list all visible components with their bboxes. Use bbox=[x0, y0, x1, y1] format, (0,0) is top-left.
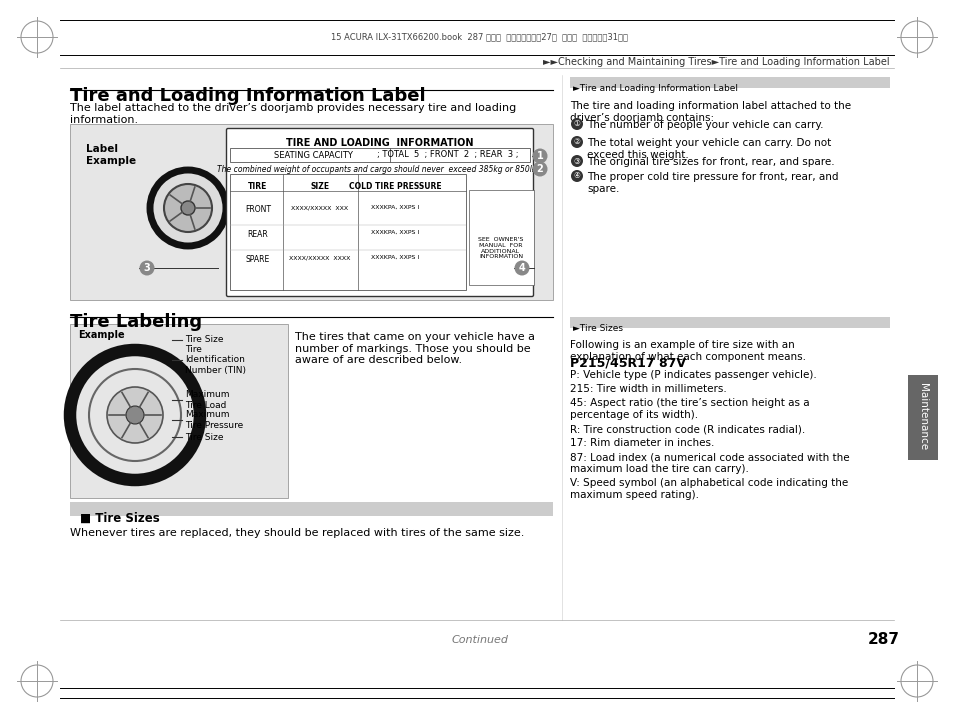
Text: Tire Size: Tire Size bbox=[185, 335, 223, 345]
FancyBboxPatch shape bbox=[226, 129, 533, 297]
Circle shape bbox=[514, 261, 529, 276]
Circle shape bbox=[532, 149, 547, 164]
Text: Tire and Loading Information Label: Tire and Loading Information Label bbox=[70, 87, 425, 105]
Text: 1: 1 bbox=[536, 151, 543, 161]
Text: Maximum
Tire Load: Maximum Tire Load bbox=[185, 391, 230, 410]
Text: XXXKPA, XXPS I: XXXKPA, XXPS I bbox=[371, 230, 418, 235]
Text: TIRE: TIRE bbox=[248, 182, 268, 191]
Text: 215: Tire width in millimeters.: 215: Tire width in millimeters. bbox=[569, 384, 726, 394]
Circle shape bbox=[164, 184, 212, 232]
Circle shape bbox=[89, 369, 181, 461]
Text: The total weight your vehicle can carry. Do not
exceed this weight.: The total weight your vehicle can carry.… bbox=[586, 138, 830, 159]
Text: Tire
Identification
Number (TIN): Tire Identification Number (TIN) bbox=[185, 345, 246, 375]
Text: XXXX/XXXXX  XXX: XXXX/XXXXX XXX bbox=[291, 205, 348, 210]
Text: Continued: Continued bbox=[451, 635, 508, 645]
Text: REAR: REAR bbox=[248, 230, 268, 239]
Circle shape bbox=[181, 201, 194, 215]
Text: P: Vehicle type (P indicates passenger vehicle).: P: Vehicle type (P indicates passenger v… bbox=[569, 370, 816, 380]
Text: The label attached to the driver’s doorjamb provides necessary tire and loading
: The label attached to the driver’s doorj… bbox=[70, 103, 516, 125]
Circle shape bbox=[150, 170, 226, 246]
Text: XXXX/XXXXX  XXXX: XXXX/XXXXX XXXX bbox=[289, 255, 351, 260]
FancyBboxPatch shape bbox=[70, 502, 553, 516]
FancyBboxPatch shape bbox=[469, 190, 534, 285]
FancyBboxPatch shape bbox=[569, 77, 889, 88]
Text: ①: ① bbox=[573, 119, 579, 129]
Text: The proper cold tire pressure for front, rear, and
spare.: The proper cold tire pressure for front,… bbox=[586, 172, 838, 194]
Circle shape bbox=[139, 261, 154, 276]
Text: SEATING CAPACITY: SEATING CAPACITY bbox=[274, 151, 352, 159]
FancyBboxPatch shape bbox=[230, 148, 530, 162]
Text: V: Speed symbol (an alphabetical code indicating the
maximum speed rating).: V: Speed symbol (an alphabetical code in… bbox=[569, 478, 847, 500]
Text: 15 ACURA ILX-31TX66200.book  287 ページ  ２０１４年３月27日  木曜日  午前１０時31４分: 15 ACURA ILX-31TX66200.book 287 ページ ２０１４… bbox=[331, 32, 628, 42]
Text: Label
Example: Label Example bbox=[86, 144, 136, 166]
Text: ④: ④ bbox=[573, 172, 579, 180]
Text: ②: ② bbox=[573, 138, 579, 146]
Text: FRONT: FRONT bbox=[245, 205, 271, 214]
Text: Maintenance: Maintenance bbox=[917, 383, 927, 451]
Text: Maximum
Tire Pressure: Maximum Tire Pressure bbox=[185, 410, 243, 429]
Text: SIZE: SIZE bbox=[310, 182, 329, 191]
Text: Whenever tires are replaced, they should be replaced with tires of the same size: Whenever tires are replaced, they should… bbox=[70, 528, 524, 538]
Text: The original tire sizes for front, rear, and spare.: The original tire sizes for front, rear,… bbox=[586, 157, 834, 167]
Text: XXXKPA, XXPS I: XXXKPA, XXPS I bbox=[371, 205, 418, 210]
Text: 4: 4 bbox=[518, 263, 525, 273]
Text: The number of people your vehicle can carry.: The number of people your vehicle can ca… bbox=[586, 120, 822, 130]
Text: COLD TIRE PRESSURE: COLD TIRE PRESSURE bbox=[349, 182, 441, 191]
Text: 45: Aspect ratio (the tire’s section height as a
percentage of its width).: 45: Aspect ratio (the tire’s section hei… bbox=[569, 398, 809, 419]
Text: 3: 3 bbox=[144, 263, 151, 273]
Text: 87: Load index (a numerical code associated with the
maximum load the tire can c: 87: Load index (a numerical code associa… bbox=[569, 452, 849, 474]
Text: Tire Labeling: Tire Labeling bbox=[70, 313, 202, 331]
Text: The tires that came on your vehicle have a
number of markings. Those you should : The tires that came on your vehicle have… bbox=[294, 332, 535, 365]
Circle shape bbox=[571, 136, 582, 148]
Text: TIRE AND LOADING  INFORMATION: TIRE AND LOADING INFORMATION bbox=[286, 138, 474, 148]
Text: ■ Tire Sizes: ■ Tire Sizes bbox=[80, 512, 159, 525]
Text: R: Tire construction code (R indicates radial).: R: Tire construction code (R indicates r… bbox=[569, 424, 804, 434]
Text: ►Tire and Loading Information Label: ►Tire and Loading Information Label bbox=[573, 84, 738, 93]
FancyBboxPatch shape bbox=[907, 375, 937, 460]
Text: SEE  OWNER'S
MANUAL  FOR
ADDITIONAL
INFORMATION: SEE OWNER'S MANUAL FOR ADDITIONAL INFORM… bbox=[477, 237, 523, 259]
FancyBboxPatch shape bbox=[569, 317, 889, 328]
Circle shape bbox=[571, 118, 582, 130]
Text: XXXKPA, XXPS I: XXXKPA, XXPS I bbox=[371, 255, 418, 260]
Text: P215/45R17 87V: P215/45R17 87V bbox=[569, 357, 685, 370]
FancyBboxPatch shape bbox=[70, 324, 288, 498]
FancyBboxPatch shape bbox=[70, 124, 553, 300]
Text: The combined weight of occupants and cargo should never  exceed 385kg or 850lbs.: The combined weight of occupants and car… bbox=[216, 165, 542, 174]
Circle shape bbox=[126, 406, 144, 424]
Text: ►►Checking and Maintaining Tires►Tire and Loading Information Label: ►►Checking and Maintaining Tires►Tire an… bbox=[543, 57, 889, 67]
Text: Tire Size: Tire Size bbox=[185, 432, 223, 442]
Circle shape bbox=[571, 170, 582, 182]
Circle shape bbox=[571, 155, 582, 167]
Text: 2: 2 bbox=[536, 164, 543, 174]
Text: Following is an example of tire size with an
explanation of what each component : Following is an example of tire size wit… bbox=[569, 340, 805, 362]
Circle shape bbox=[532, 162, 547, 177]
Text: The tire and loading information label attached to the
driver’s doorjamb contain: The tire and loading information label a… bbox=[569, 101, 850, 123]
Text: ►Tire Sizes: ►Tire Sizes bbox=[573, 324, 622, 333]
Text: SPARE: SPARE bbox=[246, 255, 270, 264]
Text: Example: Example bbox=[78, 330, 125, 340]
Circle shape bbox=[107, 387, 163, 443]
Text: ③: ③ bbox=[573, 157, 579, 166]
FancyBboxPatch shape bbox=[230, 174, 465, 290]
Text: 287: 287 bbox=[867, 632, 899, 647]
Text: 17: Rim diameter in inches.: 17: Rim diameter in inches. bbox=[569, 438, 714, 448]
Text: ; TOTAL  5  ; FRONT  2  ; REAR  3 ;: ; TOTAL 5 ; FRONT 2 ; REAR 3 ; bbox=[376, 151, 518, 159]
